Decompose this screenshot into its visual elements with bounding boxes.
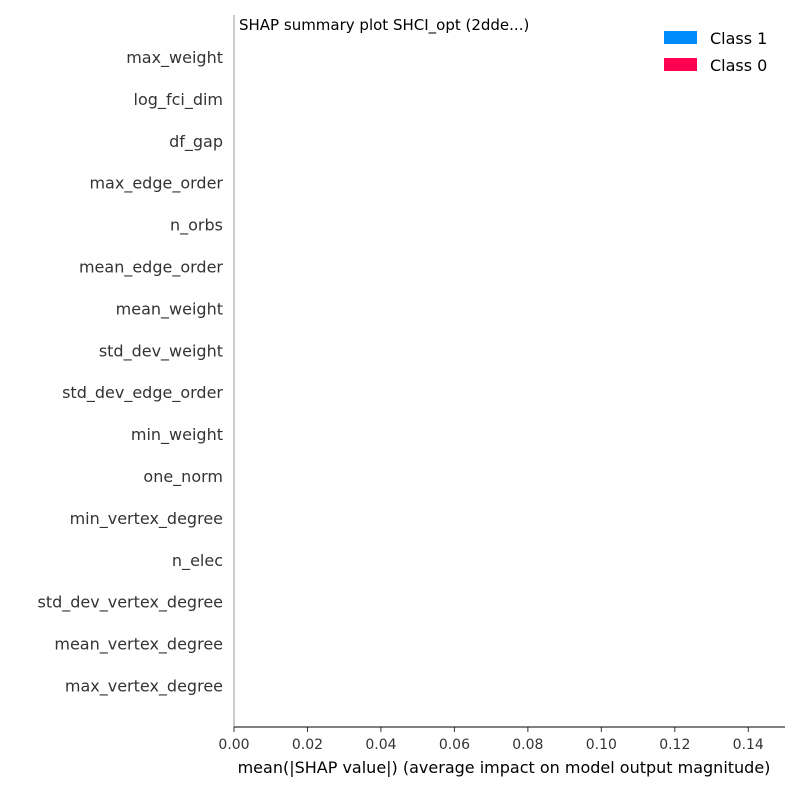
legend-label: Class 0 bbox=[710, 56, 767, 75]
legend-swatch bbox=[664, 31, 697, 44]
legend-swatch bbox=[664, 58, 697, 71]
y-tick-label: std_dev_weight bbox=[99, 341, 223, 361]
y-tick-label: log_fci_dim bbox=[134, 90, 223, 110]
y-tick-label: min_weight bbox=[131, 425, 223, 445]
y-tick-label: max_vertex_degree bbox=[65, 677, 223, 697]
x-tick-label: 0.10 bbox=[586, 737, 617, 753]
x-tick-label: 0.00 bbox=[218, 737, 249, 753]
y-tick-label: n_orbs bbox=[170, 216, 223, 236]
y-tick-label: min_vertex_degree bbox=[70, 509, 223, 529]
y-tick-label: n_elec bbox=[172, 551, 223, 571]
y-tick-label: df_gap bbox=[169, 132, 223, 152]
x-tick-label: 0.06 bbox=[439, 737, 470, 753]
y-tick-label: one_norm bbox=[143, 467, 223, 487]
x-tick-label: 0.12 bbox=[659, 737, 690, 753]
y-tick-label: std_dev_edge_order bbox=[62, 383, 223, 403]
x-tick-label: 0.14 bbox=[733, 737, 764, 753]
chart-title: SHAP summary plot SHCI_opt (2dde...) bbox=[239, 16, 529, 35]
y-tick-label: max_weight bbox=[126, 48, 223, 68]
x-tick-label: 0.04 bbox=[365, 737, 396, 753]
y-tick-label: mean_weight bbox=[116, 299, 223, 319]
legend: Class 1 Class 0 bbox=[664, 29, 767, 75]
y-tick-label: mean_vertex_degree bbox=[54, 635, 223, 655]
y-tick-label: max_edge_order bbox=[89, 174, 223, 194]
x-axis-label: mean(|SHAP value|) (average impact on mo… bbox=[238, 758, 771, 777]
y-tick-label: mean_edge_order bbox=[79, 258, 223, 278]
x-tick-label: 0.02 bbox=[292, 737, 323, 753]
y-tick-label: std_dev_vertex_degree bbox=[38, 593, 224, 613]
y-tick-labels: max_weight log_fci_dim df_gap max_edge_orde… bbox=[38, 48, 224, 697]
x-ticks: 0.00 0.02 0.04 0.06 0.08 0.10 0.12 0.14 bbox=[218, 727, 764, 753]
legend-label: Class 1 bbox=[710, 29, 767, 48]
x-tick-label: 0.08 bbox=[512, 737, 543, 753]
